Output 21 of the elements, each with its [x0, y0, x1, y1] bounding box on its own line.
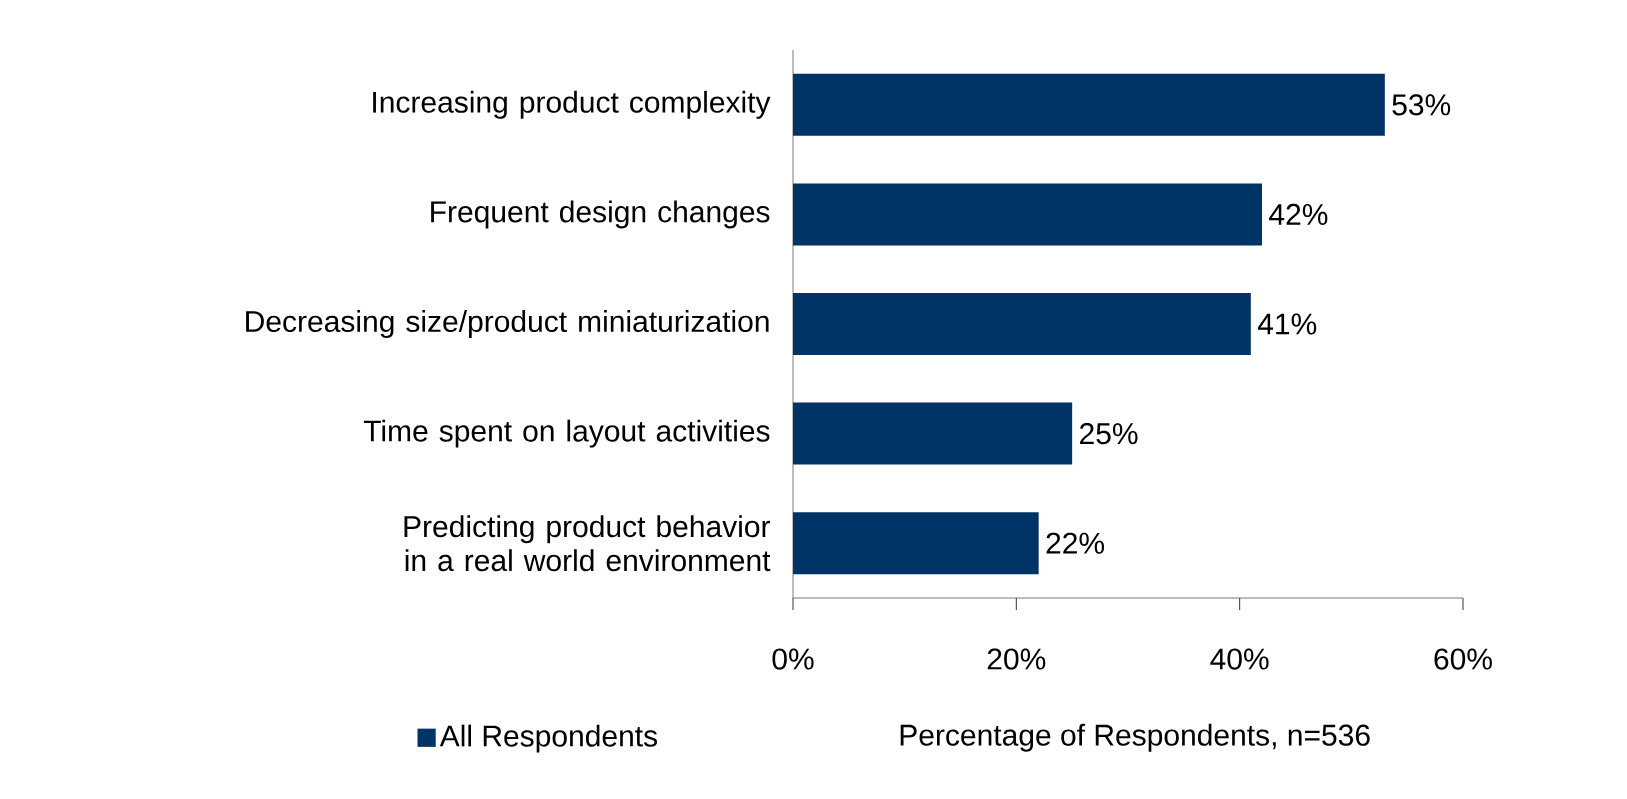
- y-tick-label: Predicting product behavior in a real world environment: [404, 515, 771, 572]
- y-tick-label: Decreasing size/product miniaturization: [246, 310, 769, 338]
- x-tick-label: 40%: [1210, 648, 1269, 670]
- legend-label: All Respondents: [439, 724, 658, 753]
- x-tick-label: 60%: [1434, 648, 1492, 670]
- data-label: 22%: [1046, 532, 1105, 554]
- bar: [793, 293, 1251, 356]
- data-label: 25%: [1080, 422, 1138, 445]
- x-tick-label: 20%: [987, 648, 1046, 670]
- bar: [793, 402, 1073, 465]
- data-label: 42%: [1269, 203, 1328, 225]
- y-tick-label: Increasing product complexity: [373, 90, 771, 119]
- data-label: 53%: [1392, 94, 1451, 116]
- data-label: 41%: [1257, 313, 1317, 335]
- x-tick-label: 0%: [772, 648, 814, 670]
- bar: [793, 512, 1039, 575]
- bar: [793, 183, 1262, 246]
- y-tick-label: Frequent design changes: [431, 200, 770, 229]
- x-axis-title: Percentage of Respondents, n=536: [900, 723, 1370, 752]
- bar: [793, 73, 1385, 136]
- y-tick-label: Time spent on layout activities: [363, 419, 770, 448]
